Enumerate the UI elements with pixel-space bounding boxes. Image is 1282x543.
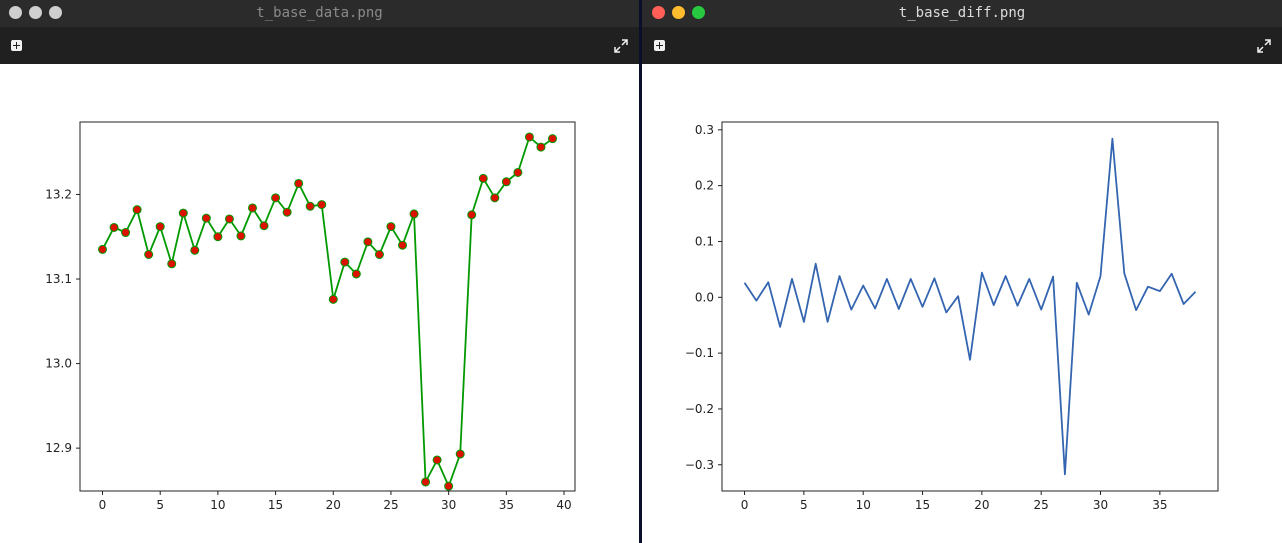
data-point [524,132,534,142]
data-point [340,257,350,267]
plus-square-icon[interactable] [11,40,22,51]
data-point [490,193,500,203]
y-tick-label: 0.1 [695,234,714,248]
x-tick-label: 20 [326,498,341,512]
image-viewer-window-left: t_base_data.png 0 5 10 15 20 25 30 35 40 12.9 13.0… [0,0,639,543]
data-point [328,294,338,304]
y-tick-label: −0.1 [685,346,714,360]
maximize-light-icon[interactable] [49,6,62,19]
close-light-icon[interactable] [9,6,22,19]
x-tick-label: 0 [99,498,107,512]
title-bar[interactable]: t_base_data.png [0,0,639,27]
y-tick-label: 0.0 [695,290,714,304]
data-point [501,177,511,187]
data-point [236,231,246,241]
data-point [374,249,384,259]
plot-frame [721,121,1219,492]
data-point [271,193,281,203]
close-light-icon[interactable] [652,6,665,19]
data-point [478,173,488,183]
y-tick-label: 13.0 [45,357,72,371]
data-point [121,228,131,238]
diff-line-chart: 0 5 10 15 20 25 30 35 −0.3 −0.2 −0.1 0.0 0.1 0.2 0.3 [685,121,1219,512]
window-divider [639,0,642,543]
data-line-chart: 0 5 10 15 20 25 30 35 40 12.9 13.0 13.1 13.2 [45,121,576,512]
data-point [386,222,396,232]
y-tick-label: −0.3 [685,458,714,472]
image-viewer-window-right: t_base_diff.png 0 5 10 15 20 25 30 35 −0.3 −0.2 −0… [642,0,1282,543]
title-bar[interactable]: t_base_diff.png [642,0,1282,27]
data-point [351,269,361,279]
expand-icon[interactable] [1256,38,1272,54]
plus-square-icon[interactable] [654,40,665,51]
data-point [317,200,327,210]
data-point [294,178,304,188]
x-tick-label: 35 [1152,498,1167,512]
data-point [167,259,177,269]
data-point [363,237,373,247]
data-point [432,455,442,465]
y-tick-label: 0.2 [695,179,714,193]
y-tick-label: 13.1 [45,272,72,286]
minimize-light-icon[interactable] [29,6,42,19]
data-point [513,167,523,177]
expand-icon[interactable] [613,38,629,54]
series-line [743,137,1197,476]
x-tick-label: 25 [383,498,398,512]
x-tick-label: 30 [441,498,456,512]
data-point [224,214,234,224]
x-tick-label: 10 [856,498,871,512]
toolbar [0,27,639,64]
data-point [132,205,142,215]
x-tick-label: 5 [800,498,808,512]
x-tick-label: 0 [741,498,749,512]
y-tick-label: 0.3 [695,123,714,137]
data-point [444,481,454,491]
data-point [144,249,154,259]
data-point [178,208,188,218]
data-point [536,142,546,152]
data-point [398,240,407,250]
plot-frame [79,121,576,492]
data-point [248,203,257,213]
x-tick-label: 15 [268,498,283,512]
data-point [109,222,119,232]
series-line [101,136,554,488]
x-tick-label: 35 [499,498,514,512]
data-point [409,209,419,219]
toolbar [642,27,1282,64]
data-point [98,244,107,254]
data-point [213,232,223,242]
maximize-light-icon[interactable] [692,6,705,19]
data-point [421,477,431,487]
x-tick-label: 10 [210,498,225,512]
data-point [467,210,477,220]
x-tick-label: 25 [1034,498,1049,512]
y-tick-label: −0.2 [685,402,714,416]
x-tick-label: 40 [556,498,571,512]
data-point [201,213,211,223]
x-tick-label: 5 [156,498,164,512]
data-point [455,449,465,459]
data-point [259,221,269,231]
data-point [155,222,165,232]
minimize-light-icon[interactable] [672,6,685,19]
window-title: t_base_diff.png [898,5,1026,21]
window-title: t_base_data.png [256,5,383,21]
data-point [305,201,315,211]
data-point [190,245,200,255]
data-point [548,134,557,144]
x-tick-label: 30 [1093,498,1108,512]
x-tick-label: 15 [915,498,930,512]
y-tick-label: 13.2 [45,187,72,201]
x-tick-label: 20 [974,498,989,512]
data-point [282,207,292,217]
y-tick-label: 12.9 [45,441,72,455]
